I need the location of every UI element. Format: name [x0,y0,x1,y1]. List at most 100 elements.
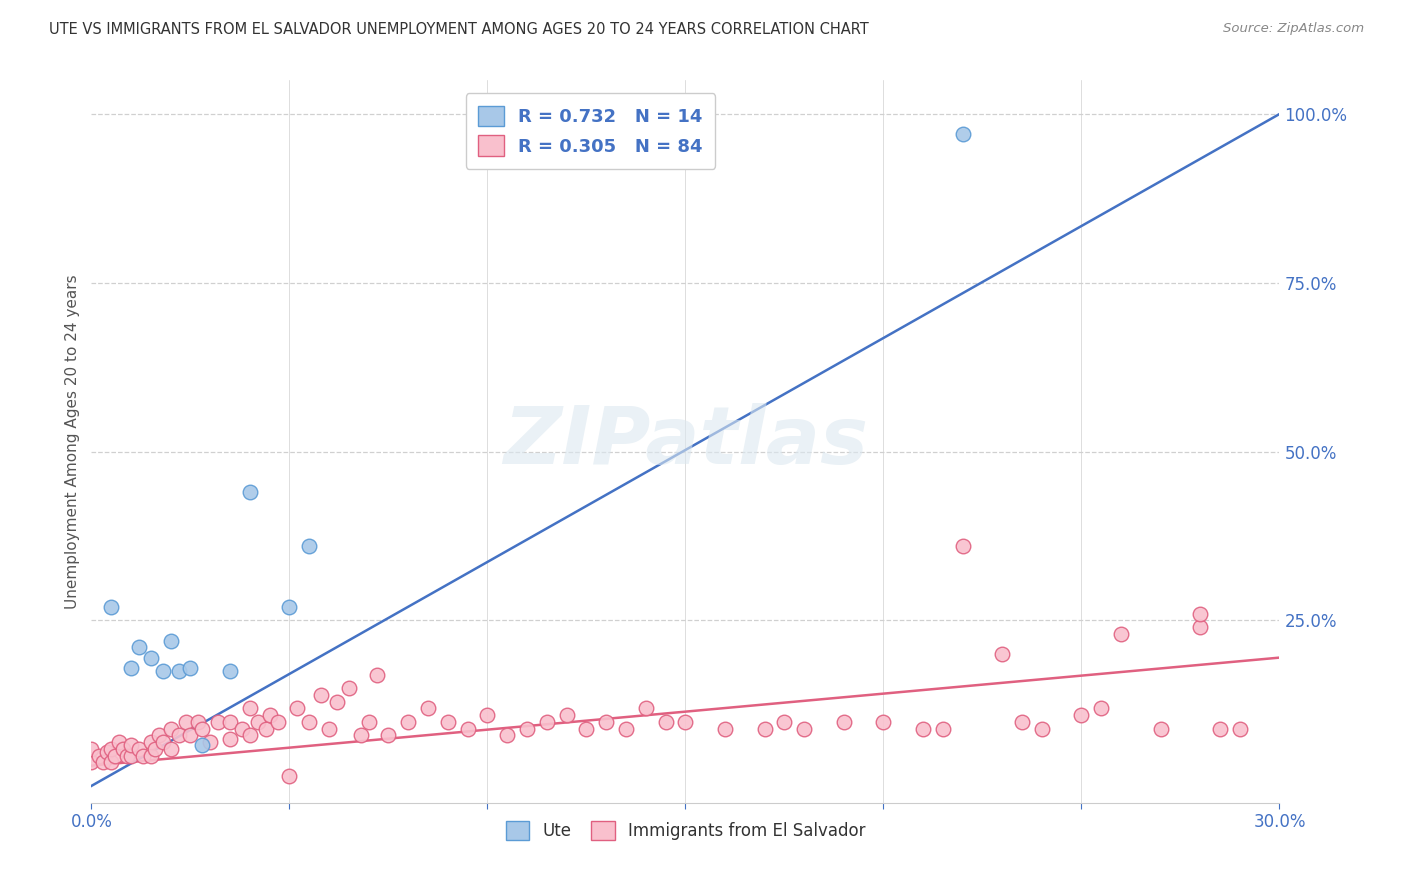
Text: ZIPatlas: ZIPatlas [503,402,868,481]
Point [318,722,340,736]
Point [754,722,776,736]
Point [115,748,138,763]
Point [96,745,118,759]
Point [1229,722,1251,736]
Point [239,701,262,715]
Point [128,640,150,655]
Point [714,722,737,736]
Point [104,748,127,763]
Point [176,714,198,729]
Point [159,741,181,756]
Point [773,714,796,729]
Text: Source: ZipAtlas.com: Source: ZipAtlas.com [1223,22,1364,36]
Point [536,714,558,729]
Point [366,667,388,681]
Y-axis label: Unemployment Among Ages 20 to 24 years: Unemployment Among Ages 20 to 24 years [65,274,80,609]
Point [120,661,142,675]
Point [219,664,242,678]
Point [89,748,111,763]
Point [1150,722,1173,736]
Point [654,714,676,729]
Point [1011,714,1033,729]
Point [200,735,222,749]
Point [1090,701,1112,715]
Point [179,728,201,742]
Point [911,722,934,736]
Point [80,741,103,756]
Point [1070,708,1092,723]
Point [80,756,103,770]
Legend: Ute, Immigrants from El Salvador: Ute, Immigrants from El Salvador [498,813,873,848]
Point [167,728,190,742]
Point [152,664,174,678]
Point [477,708,499,723]
Point [91,756,114,770]
Point [191,739,214,753]
Point [100,756,122,770]
Text: UTE VS IMMIGRANTS FROM EL SALVADOR UNEMPLOYMENT AMONG AGES 20 TO 24 YEARS CORREL: UTE VS IMMIGRANTS FROM EL SALVADOR UNEMP… [49,22,869,37]
Point [239,728,262,742]
Point [207,714,229,729]
Point [100,741,122,756]
Point [167,664,190,678]
Point [1189,620,1212,634]
Point [1031,722,1053,736]
Point [219,714,242,729]
Point [148,728,170,742]
Point [231,722,253,736]
Point [396,714,419,729]
Point [496,728,519,742]
Point [159,722,181,736]
Point [337,681,360,695]
Point [357,714,380,729]
Point [1189,607,1212,621]
Point [457,722,479,736]
Point [932,722,955,736]
Point [309,688,332,702]
Point [634,701,657,715]
Point [673,714,696,729]
Point [128,741,150,756]
Point [132,748,155,763]
Point [952,128,974,142]
Point [326,694,349,708]
Point [516,722,538,736]
Point [298,539,321,553]
Point [278,769,301,783]
Point [139,650,162,665]
Point [179,661,201,675]
Point [793,722,815,736]
Point [246,714,269,729]
Point [219,731,242,746]
Point [575,722,598,736]
Point [1209,722,1232,736]
Point [832,714,855,729]
Point [1109,627,1132,641]
Point [143,741,166,756]
Point [595,714,617,729]
Point [159,633,181,648]
Point [350,728,373,742]
Point [108,735,131,749]
Point [187,714,209,729]
Point [991,647,1014,661]
Point [298,714,321,729]
Point [120,739,142,753]
Point [614,722,637,736]
Point [436,714,458,729]
Point [139,735,162,749]
Point [191,722,214,736]
Point [872,714,894,729]
Point [139,748,162,763]
Point [100,599,122,614]
Point [259,708,281,723]
Point [416,701,439,715]
Point [285,701,308,715]
Point [239,485,262,500]
Point [112,741,135,756]
Point [377,728,399,742]
Point [266,714,288,729]
Point [952,539,974,553]
Point [120,748,142,763]
Point [152,735,174,749]
